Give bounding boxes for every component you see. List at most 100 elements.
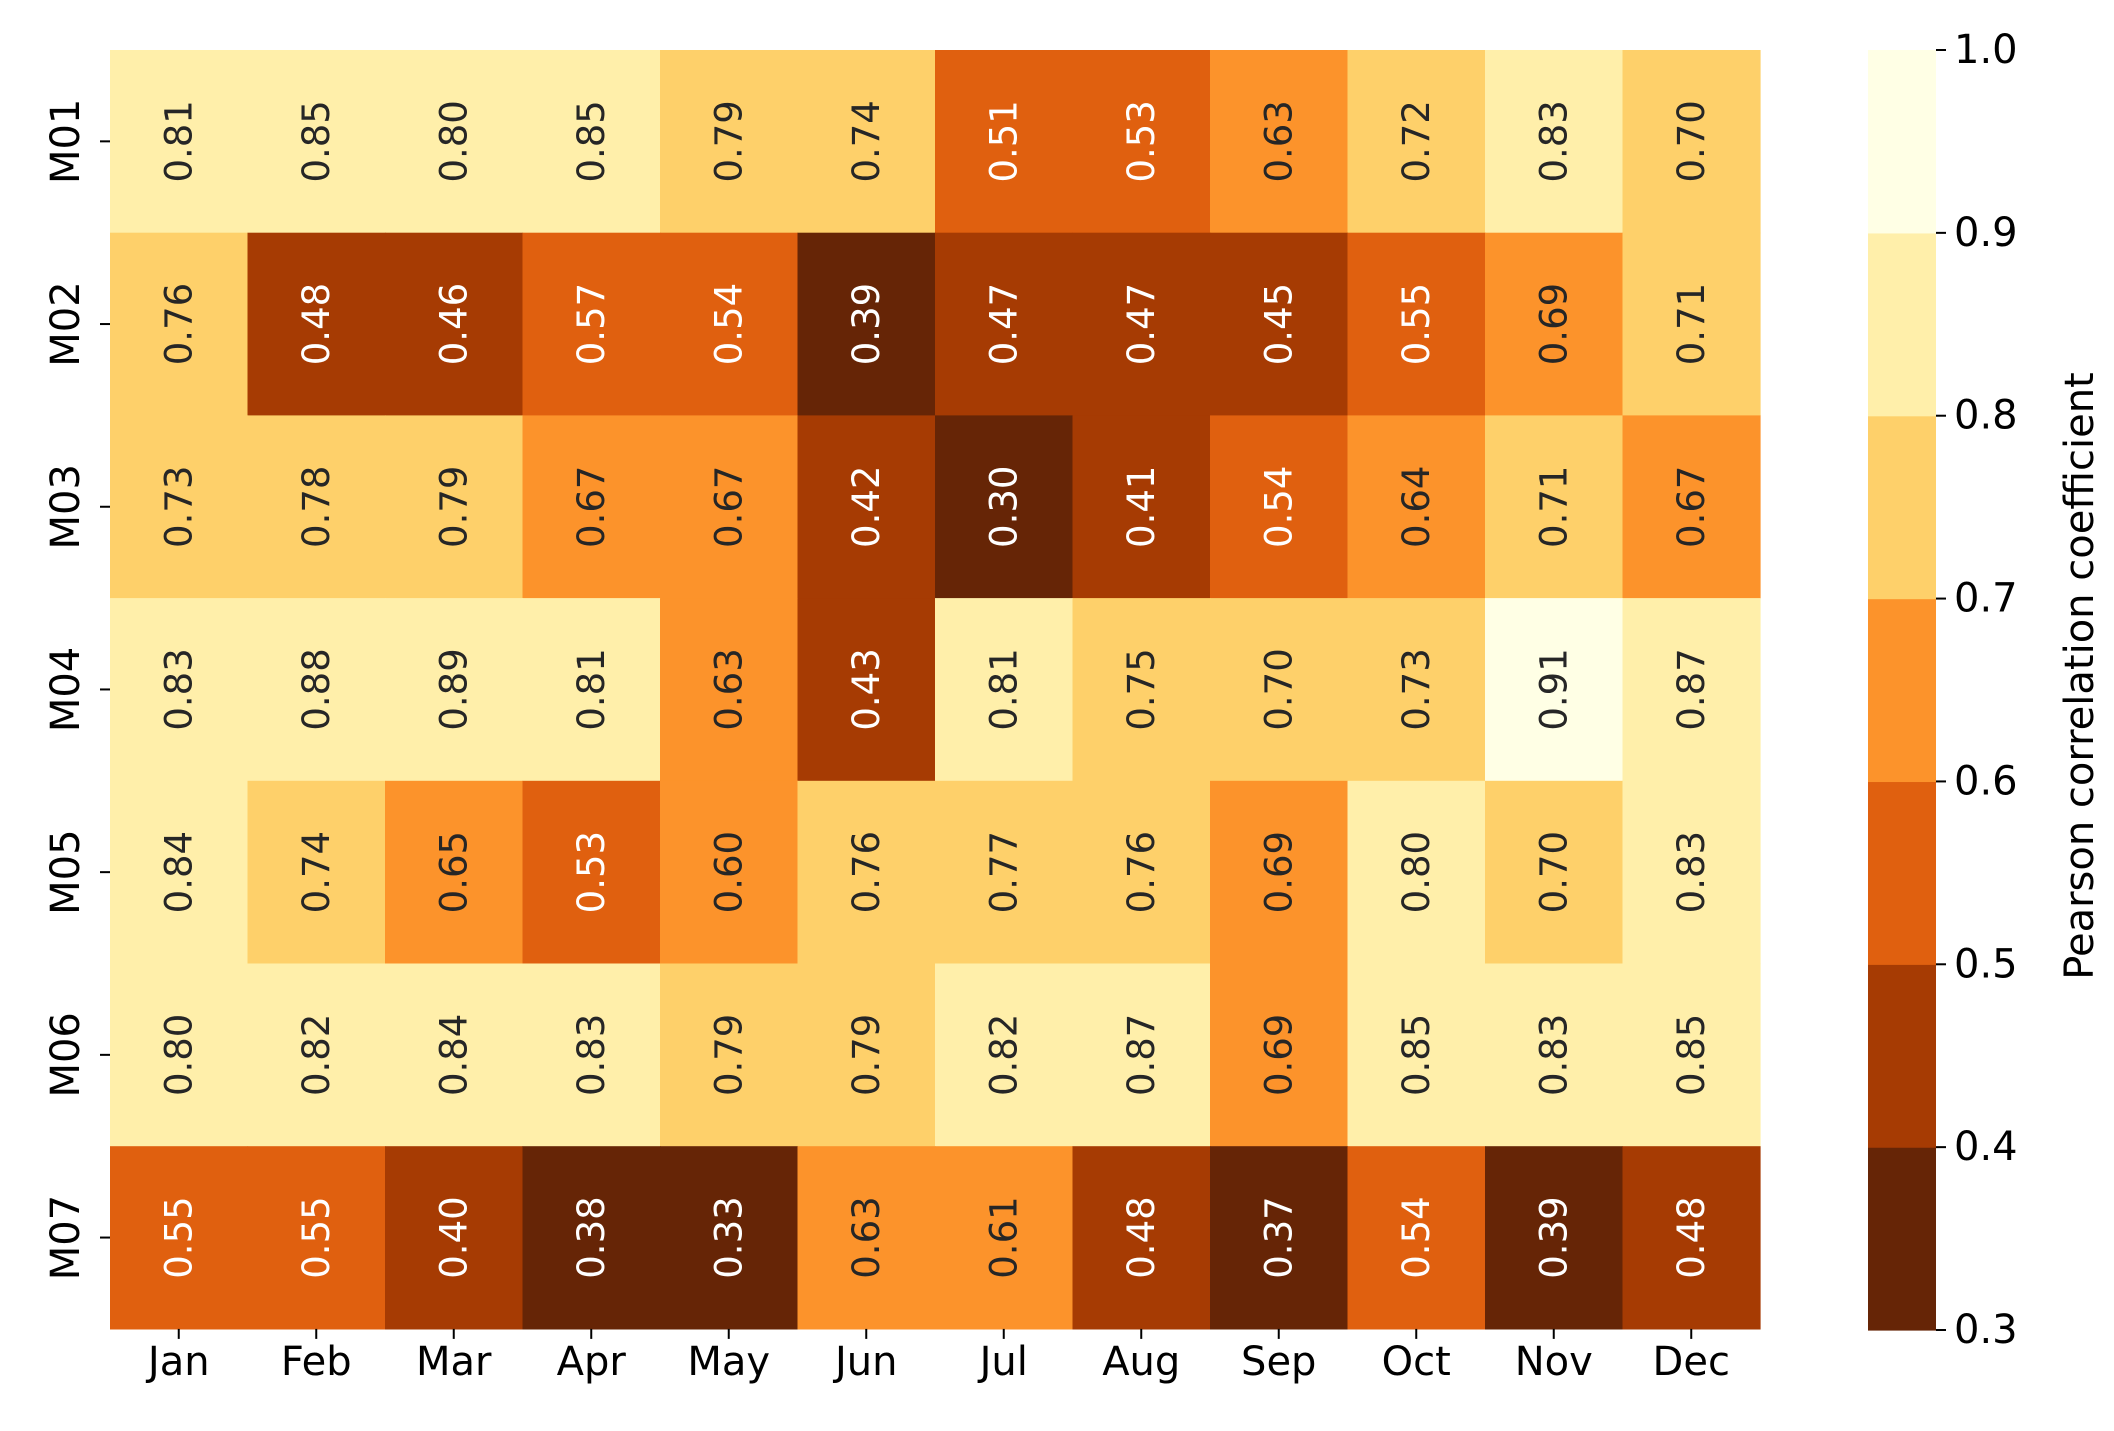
cell-value-label: 0.83 bbox=[570, 1014, 613, 1096]
heatmap-cell bbox=[1072, 415, 1211, 599]
cell-value-label: 0.48 bbox=[1670, 1196, 1713, 1278]
x-tick-label: Mar bbox=[416, 1339, 492, 1385]
heatmap-cell bbox=[1347, 598, 1486, 782]
cell-value-label: 0.54 bbox=[707, 283, 750, 365]
cell-value-label: 0.79 bbox=[707, 1014, 750, 1096]
heatmap-cell bbox=[1347, 50, 1486, 234]
cell-value-label: 0.70 bbox=[1670, 100, 1713, 182]
cell-value-label: 0.63 bbox=[845, 1196, 888, 1278]
x-tick-label: May bbox=[687, 1339, 770, 1385]
cell-value-label: 0.39 bbox=[1532, 1196, 1575, 1278]
heatmap-cell bbox=[1485, 1146, 1624, 1330]
cell-value-label: 0.77 bbox=[982, 831, 1025, 913]
y-tick-label: M04 bbox=[43, 647, 89, 732]
heatmap-cell bbox=[660, 963, 799, 1147]
heatmap-cell bbox=[1210, 1146, 1349, 1330]
cell-value-label: 0.74 bbox=[845, 100, 888, 182]
x-tick-label: Apr bbox=[557, 1339, 627, 1385]
heatmap-cell bbox=[660, 232, 799, 416]
heatmap-cell bbox=[1622, 963, 1761, 1147]
heatmap-cell bbox=[797, 50, 936, 234]
heatmap-cell bbox=[660, 50, 799, 234]
heatmap-cell bbox=[1210, 780, 1349, 965]
heatmap-cell bbox=[522, 232, 661, 416]
heatmap-cell bbox=[1072, 598, 1211, 782]
y-tick-label: M05 bbox=[43, 829, 89, 914]
heatmap-cell bbox=[1347, 415, 1486, 599]
heatmap-cell bbox=[660, 598, 799, 782]
colorbar-tick-label: 0.3 bbox=[1954, 1307, 2018, 1353]
cell-value-label: 0.83 bbox=[1532, 100, 1575, 182]
cell-value-label: 0.67 bbox=[707, 466, 750, 548]
cell-value-label: 0.69 bbox=[1532, 283, 1575, 365]
heatmap-cell bbox=[522, 50, 661, 234]
colorbar-tick-label: 0.4 bbox=[1954, 1124, 2018, 1170]
x-axis: Jan Feb Mar Apr May Jun Jul Aug Sep Oct Nov Dec bbox=[145, 1328, 1730, 1385]
cell-value-label: 0.46 bbox=[432, 283, 475, 365]
heatmap-cell bbox=[1485, 232, 1624, 416]
heatmap-cell bbox=[1210, 50, 1349, 234]
heatmap-cell bbox=[1485, 50, 1624, 234]
heatmap-cell bbox=[1622, 415, 1761, 599]
colorbar-bin bbox=[1868, 1147, 1936, 1331]
heatmap-cell bbox=[797, 232, 936, 416]
heatmap-cell bbox=[385, 232, 524, 416]
cell-value-label: 0.82 bbox=[982, 1014, 1025, 1096]
cell-value-label: 0.83 bbox=[1532, 1014, 1575, 1096]
colorbar-tick-label: 1.0 bbox=[1954, 27, 2018, 73]
cell-value-label: 0.80 bbox=[432, 100, 475, 182]
cell-value-label: 0.69 bbox=[1257, 1014, 1300, 1096]
heatmap-cell bbox=[247, 598, 386, 782]
cell-value-label: 0.57 bbox=[570, 283, 613, 365]
heatmap-cell bbox=[522, 415, 661, 599]
heatmap-cell bbox=[385, 598, 524, 782]
x-tick-label: Jul bbox=[977, 1339, 1028, 1385]
heatmap-cell bbox=[1210, 415, 1349, 599]
cell-value-label: 0.85 bbox=[570, 100, 613, 182]
heatmap-cell bbox=[1485, 780, 1624, 965]
heatmap-cell bbox=[247, 50, 386, 234]
heatmap-cell bbox=[1347, 780, 1486, 965]
cell-value-label: 0.87 bbox=[1670, 648, 1713, 730]
heatmap-cell bbox=[110, 598, 249, 782]
heatmap-cell bbox=[1210, 598, 1349, 782]
heatmap-cell bbox=[247, 780, 386, 965]
heatmap-cell bbox=[1072, 1146, 1211, 1330]
cell-value-label: 0.87 bbox=[1120, 1014, 1163, 1096]
cell-value-label: 0.60 bbox=[707, 831, 750, 913]
heatmap-cell bbox=[110, 780, 249, 965]
cell-value-label: 0.71 bbox=[1532, 466, 1575, 548]
heatmap-cell bbox=[110, 963, 249, 1147]
heatmap-cell bbox=[247, 415, 386, 599]
colorbar-tick-label: 0.5 bbox=[1954, 941, 2018, 987]
cell-value-label: 0.70 bbox=[1532, 831, 1575, 913]
y-tick-label: M03 bbox=[43, 464, 89, 549]
heatmap-cell bbox=[935, 415, 1074, 599]
cell-value-label: 0.73 bbox=[1395, 648, 1438, 730]
cell-value-label: 0.47 bbox=[982, 283, 1025, 365]
cell-value-label: 0.85 bbox=[1670, 1014, 1713, 1096]
cell-value-label: 0.76 bbox=[157, 283, 200, 365]
cell-value-label: 0.82 bbox=[295, 1014, 338, 1096]
cell-value-label: 0.76 bbox=[845, 831, 888, 913]
cell-value-label: 0.83 bbox=[157, 648, 200, 730]
cell-value-label: 0.85 bbox=[295, 100, 338, 182]
cell-value-label: 0.53 bbox=[1120, 100, 1163, 182]
cell-value-label: 0.81 bbox=[570, 648, 613, 730]
cell-value-label: 0.47 bbox=[1120, 283, 1163, 365]
heatmap-cell bbox=[1485, 415, 1624, 599]
heatmap-cell bbox=[1072, 963, 1211, 1147]
cell-value-label: 0.67 bbox=[570, 466, 613, 548]
cell-value-label: 0.41 bbox=[1120, 466, 1163, 548]
cell-value-label: 0.55 bbox=[157, 1196, 200, 1278]
x-tick-label: Feb bbox=[281, 1339, 352, 1385]
colorbar-bin bbox=[1868, 964, 1936, 1148]
x-tick-label: Aug bbox=[1102, 1339, 1180, 1385]
heatmap-cell bbox=[1622, 780, 1761, 965]
heatmap-cell bbox=[110, 50, 249, 234]
heatmap-cell bbox=[1210, 963, 1349, 1147]
cell-value-label: 0.79 bbox=[432, 466, 475, 548]
heatmap-cell bbox=[522, 598, 661, 782]
heatmap-cell bbox=[660, 780, 799, 965]
cell-value-label: 0.38 bbox=[570, 1196, 613, 1278]
